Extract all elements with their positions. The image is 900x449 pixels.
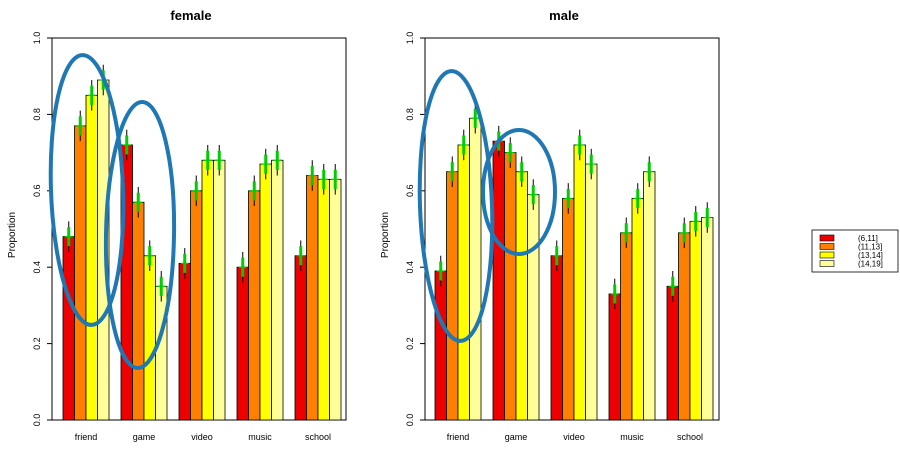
bar-school-1 [306, 175, 319, 421]
bar-school-3 [329, 178, 342, 421]
highlight-ellipse-1 [48, 53, 126, 327]
y-tick-label: 0.4 [32, 261, 42, 274]
x-tick-label-video: video [563, 432, 585, 442]
bar-game-3 [155, 285, 168, 421]
bar-music-3 [643, 171, 656, 421]
bar-school-0 [294, 255, 307, 421]
x-tick-label-friend: friend [75, 432, 98, 442]
highlight-ellipse-2 [481, 128, 557, 256]
bar-video-1 [190, 190, 203, 421]
y-tick-label: 0.6 [405, 185, 415, 198]
panel-male: 0.0 0.2 0.4 0.6 0.8 1.0 friend game video music sc… [405, 32, 720, 442]
bar-video-2 [573, 144, 586, 421]
y-tick-label: 0.2 [405, 337, 415, 350]
y-axis-label-female: Proportion [7, 212, 18, 258]
bar-music-0 [236, 266, 249, 421]
bar-video-3 [585, 163, 598, 421]
bar-video-1 [562, 198, 575, 421]
bar-friend-1 [74, 125, 87, 421]
y-tick-label: 0.4 [405, 261, 415, 274]
legend-label: (14,19] [858, 260, 883, 269]
legend-label: (11,13] [858, 243, 882, 252]
bar-school-2 [317, 178, 330, 421]
bar-music-1 [620, 232, 633, 421]
bar-friend-0 [434, 270, 447, 421]
panel-title-male: male [549, 8, 579, 23]
x-tick-label-friend: friend [447, 432, 470, 442]
bar-friend-2 [457, 144, 470, 421]
bar-school-0 [666, 285, 679, 421]
highlight-ellipse-1 [417, 69, 495, 343]
bar-video-0 [550, 255, 563, 421]
bar-music-2 [259, 163, 272, 421]
legend-swatch [819, 251, 835, 259]
y-tick-label: 0.6 [32, 185, 42, 198]
legend-swatch [819, 243, 835, 250]
y-tick-label: 0.8 [405, 108, 415, 121]
bar-friend-2 [85, 94, 98, 421]
bar-video-3 [213, 159, 226, 421]
bar-music-3 [271, 159, 284, 421]
legend-label: (6,11] [858, 234, 878, 243]
bar-friend-1 [446, 171, 459, 421]
x-tick-label-video: video [191, 432, 213, 442]
bar-video-0 [178, 262, 191, 421]
bar-music-1 [248, 190, 261, 421]
panel-female: 0.0 0.2 0.4 0.6 0.8 1.0 friend game video music sc… [32, 32, 347, 442]
y-tick-label: 0.0 [405, 414, 415, 427]
bar-game-3 [527, 194, 540, 421]
legend-swatch [819, 260, 835, 267]
x-tick-label-game: game [133, 432, 156, 442]
bar-music-0 [608, 293, 621, 421]
bar-school-2 [689, 220, 702, 421]
bar-game-2 [143, 255, 156, 421]
legend-label: (13,14] [858, 251, 883, 260]
panel-title-female: female [170, 8, 211, 23]
bar-school-3 [701, 217, 714, 421]
x-tick-label-music: music [248, 432, 272, 442]
bar-video-2 [201, 159, 214, 421]
x-tick-label-music: music [620, 432, 644, 442]
bar-friend-0 [62, 236, 75, 421]
x-tick-label-school: school [305, 432, 331, 442]
y-tick-label: 1.0 [32, 32, 42, 45]
x-tick-label-game: game [505, 432, 528, 442]
bar-music-2 [631, 198, 644, 421]
bar-game-1 [132, 201, 145, 421]
legend-swatch [819, 234, 835, 242]
bar-game-0 [492, 140, 505, 421]
y-tick-label: 0.8 [32, 108, 42, 121]
bar-friend-3 [469, 117, 482, 421]
highlight-ellipse-2 [103, 100, 177, 370]
x-tick-label-school: school [677, 432, 703, 442]
y-axis-label-male: Proportion [380, 212, 391, 258]
bar-game-1 [504, 152, 517, 421]
y-tick-label: 1.0 [405, 32, 415, 45]
bar-school-1 [678, 232, 691, 421]
y-tick-label: 0.0 [32, 414, 42, 427]
bar-game-2 [515, 171, 528, 421]
legend: (6,11](11,13](13,14](14,19] [811, 229, 899, 273]
y-tick-label: 0.2 [32, 337, 42, 350]
